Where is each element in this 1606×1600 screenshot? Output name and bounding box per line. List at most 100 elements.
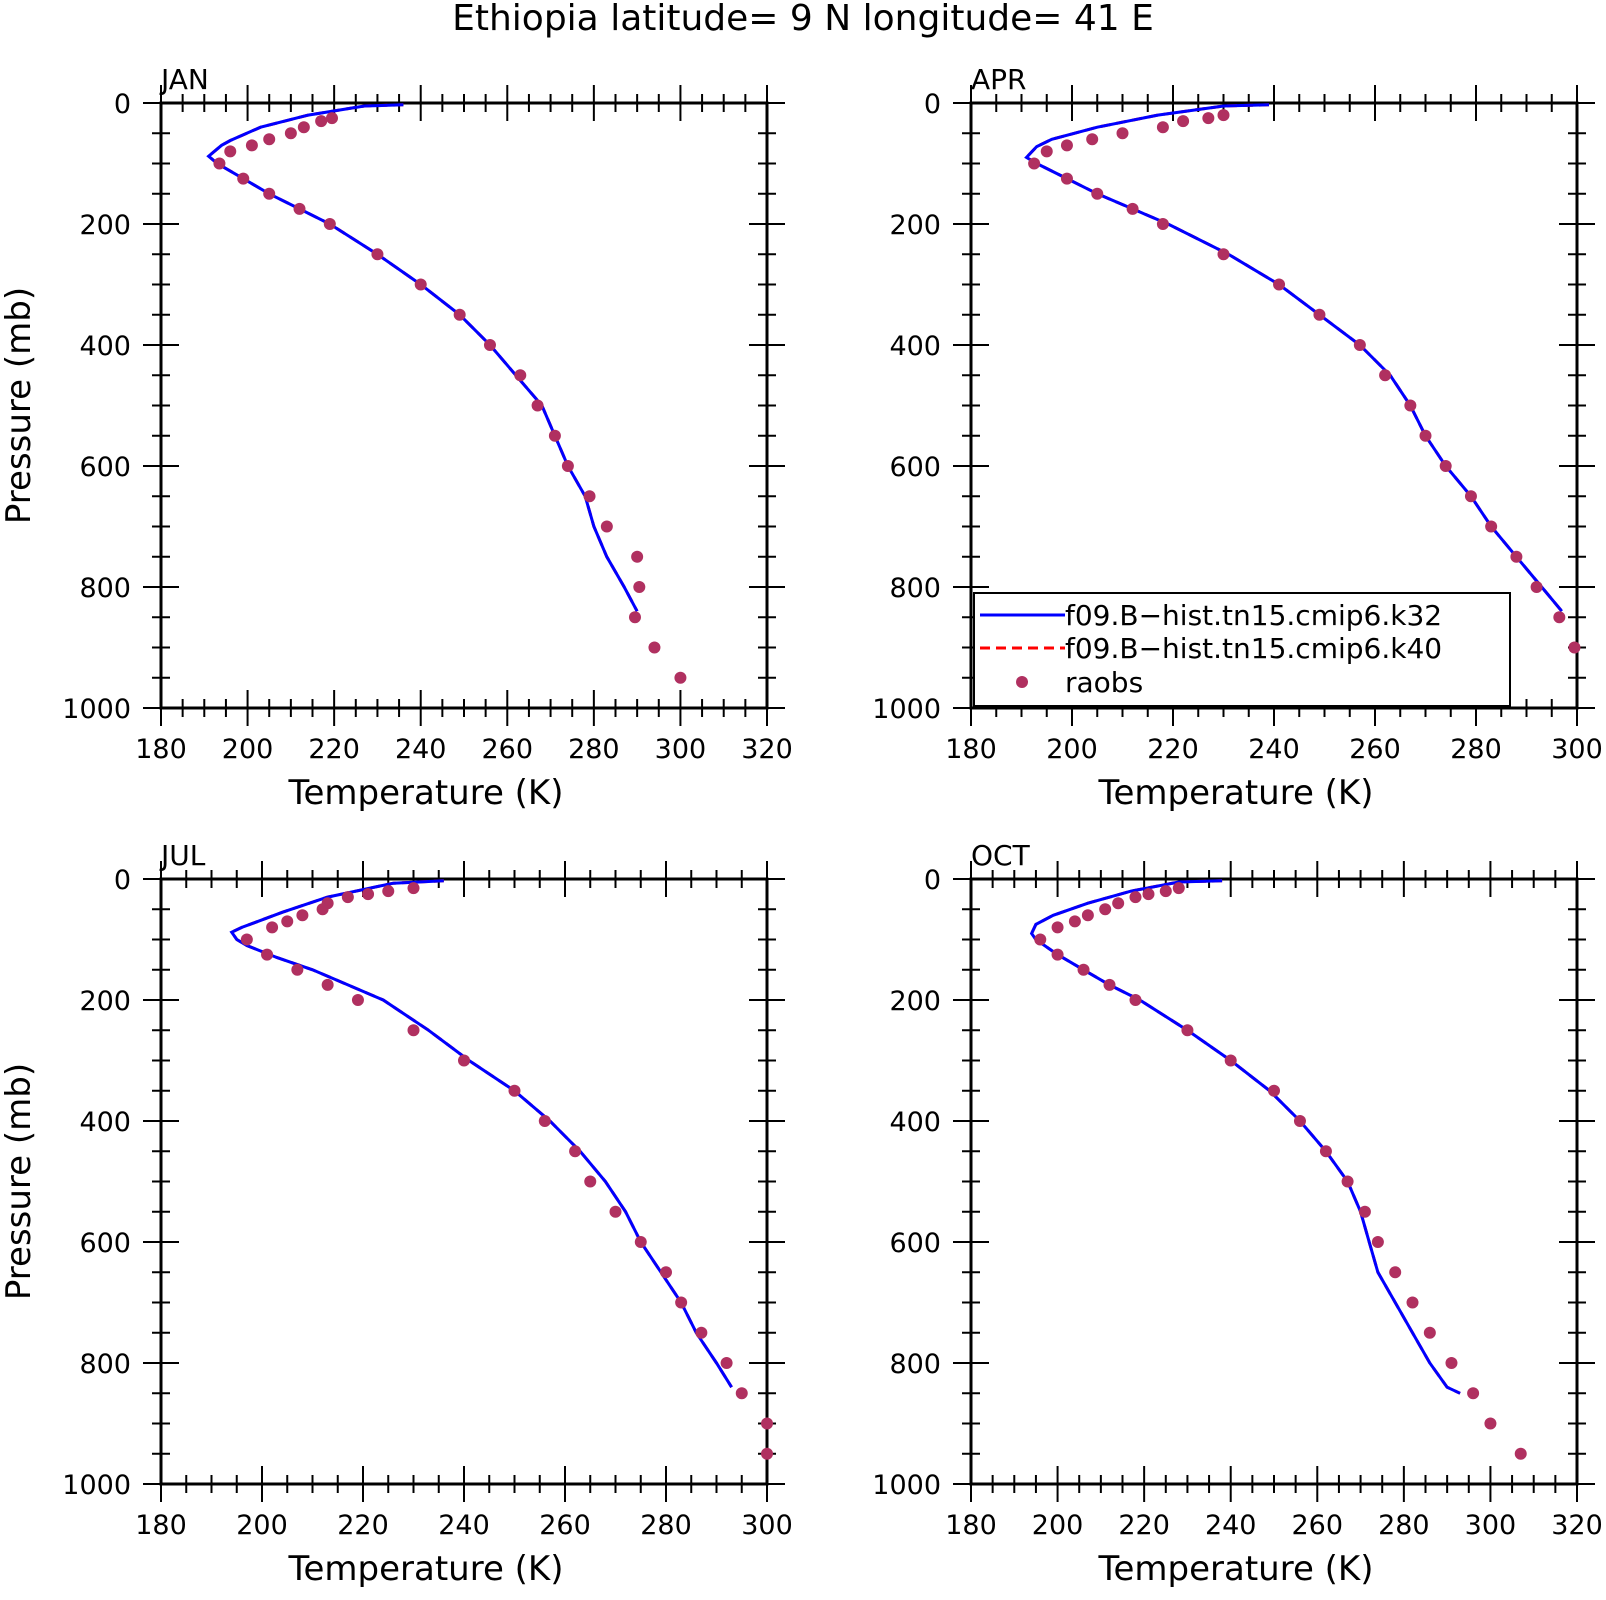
panel-apr-xtick-label: 280 [1450,734,1502,765]
panel-jul-raobs-point [634,1236,647,1248]
panel-jan-raobs-point [631,550,644,563]
panel-jul-raobs-point [351,994,364,1006]
panel-oct-xtick-label: 260 [1292,1510,1344,1541]
panel-jul-raobs-point [296,909,309,922]
panel-apr-raobs-point [1485,520,1498,533]
legend-k40-label: f09.B−hist.tn15.cmip6.k40 [1065,632,1442,665]
panel-jul-raobs-point [458,1054,470,1067]
panel-apr-raobs-point [1530,581,1543,593]
panel-jul-ytick-label: 400 [79,1107,131,1138]
panel-jan-raobs-point [237,172,250,185]
panel-apr-ytick-label: 800 [889,573,941,604]
panel-oct-raobs-point [1172,882,1185,895]
panel-oct-raobs-point [1268,1084,1280,1097]
panel-jul-raobs-point [321,978,334,991]
panel-jan-label: JAN [159,63,209,96]
legend-raobs-marker [1016,676,1028,688]
panel-apr-raobs-point [1126,202,1139,215]
panel-apr-xtick-label: 300 [1551,734,1603,765]
panel-jan-raobs-point [633,581,646,593]
panel-jul-ytick-label: 0 [114,865,131,896]
panel-oct-series-k40-line [1029,879,1461,1395]
panel-apr-raobs-point [1553,611,1566,624]
panel-jan-raobs-point [483,339,496,351]
panel-oct-xtick-label: 220 [1118,1510,1170,1541]
panel-oct-raobs-point [1358,1205,1371,1218]
panel-oct-raobs-point [1224,1054,1237,1067]
panel-oct-raobs-point [1389,1266,1402,1279]
panel-jan-raobs-point [293,202,306,215]
panel-jul-y-axis-label: Pressure (mb) [0,1063,39,1300]
panel-apr-x-axis-label: Temperature (K) [1097,773,1373,813]
panel-jan-ytick-label: 400 [79,331,131,362]
panel-apr-raobs-point [1439,460,1452,472]
panel-jan-raobs-point [263,187,276,200]
panel-jan-xtick-label: 220 [308,734,360,765]
panel-apr-ytick-label: 600 [889,452,941,483]
panel-jul-ytick-label: 600 [79,1228,131,1259]
panel-jul-raobs-point [341,891,354,904]
panel-jul-label: JUL [159,839,206,872]
panel-oct-xtick-label: 280 [1378,1510,1430,1541]
panel-jan-raobs-point [531,399,544,412]
panel-jan-xtick-label: 200 [222,734,274,765]
panel-jan-ytick-label: 1000 [62,694,131,725]
panel-jul-ytick-label: 200 [79,986,131,1017]
panel-apr-raobs-point [1273,278,1286,291]
panel-jul-raobs-point [569,1145,582,1158]
panel-jan-y-axis-label: Pressure (mb) [0,287,39,524]
panel-oct-raobs-point [1142,888,1155,901]
panel-jan-xtick-label: 260 [482,734,534,765]
panel-jan-raobs-point [315,115,328,128]
panel-jan-xtick-label: 180 [135,734,187,765]
panel-jan-series-k40-line [206,103,639,612]
panel-oct-raobs-point [1467,1387,1480,1400]
panel-oct-x-axis-label: Temperature (K) [1097,1549,1373,1589]
panel-oct-raobs-point [1445,1357,1458,1369]
panel-jan-raobs-point [548,429,561,442]
panel-apr-ytick-label: 200 [889,210,941,241]
panel-oct-raobs-point [1103,978,1116,991]
panel-jul-raobs-point [362,888,375,901]
panel-jan-xtick-label: 240 [395,734,447,765]
panel-jul-raobs-point [720,1357,733,1369]
legend-k32-label: f09.B−hist.tn15.cmip6.k32 [1065,599,1442,632]
panel-jul-raobs-point [761,1447,773,1460]
panel-apr-raobs-point [1040,145,1053,158]
legend-raobs-label: raobs [1065,666,1143,699]
panel-oct-raobs-point [1081,909,1094,922]
panel-oct-raobs-point [1181,1024,1194,1037]
panel-apr-ytick-label: 0 [924,89,941,120]
panel-jul-raobs-point [266,921,279,934]
panel-oct-raobs-point [1484,1417,1497,1430]
panel-apr-raobs-point [1404,399,1417,412]
panel-jan-raobs-point [561,460,574,472]
panel-apr-raobs-point [1091,187,1104,200]
panel-jan-raobs-point [263,133,276,146]
panel-apr-ytick-label: 1000 [872,694,941,725]
panel-apr-raobs-point [1202,112,1215,125]
panel-oct-ytick-label: 800 [889,1349,941,1380]
panel-jan-raobs-point [453,308,466,321]
panel-apr-raobs-point [1353,339,1366,351]
panel-jan-frame [159,101,769,710]
panel-apr-raobs-point [1156,121,1169,134]
legend: f09.B−hist.tn15.cmip6.k32 f09.B−hist.tn1… [973,592,1511,707]
panel-jul-xtick-label: 240 [438,1510,490,1541]
panel-jan-xtick-label: 320 [741,734,793,765]
panel-jan-raobs-point [674,671,687,684]
panel-jul-xtick-label: 260 [539,1510,591,1541]
panel-apr-xtick-label: 180 [945,734,997,765]
panel-jul-raobs-point [382,885,395,898]
panel-jan-raobs-point [224,145,237,158]
panel-apr-raobs-point [1217,248,1230,261]
panel-apr-xtick-label: 260 [1349,734,1401,765]
panel-oct-raobs-point [1112,897,1125,910]
panel-oct-raobs-point [1129,994,1142,1006]
panel-apr-series-k40-line [1024,103,1563,613]
panel-jul-xtick-label: 220 [337,1510,389,1541]
